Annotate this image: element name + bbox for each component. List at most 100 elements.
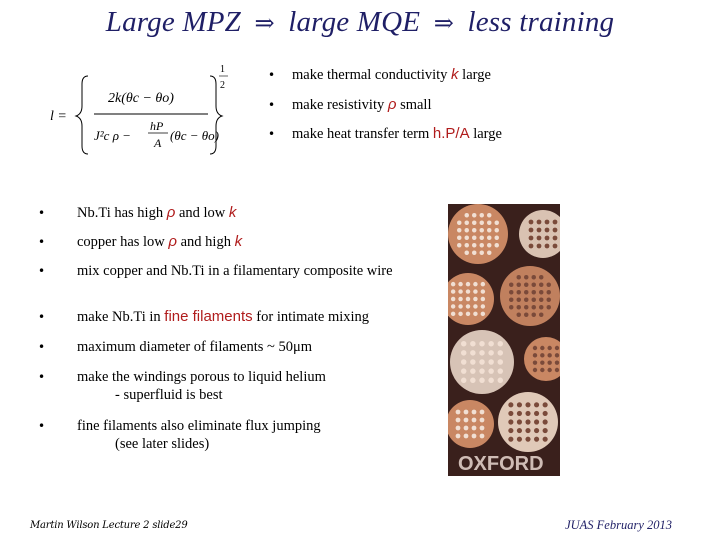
filament [455, 417, 461, 423]
filament [472, 243, 477, 248]
filament [494, 235, 499, 240]
filament [524, 312, 529, 317]
filament [508, 410, 514, 416]
formula-a: A [153, 136, 162, 150]
filament [450, 281, 456, 287]
filament [450, 304, 456, 309]
filament [536, 235, 542, 241]
filament [525, 436, 531, 442]
filament [554, 353, 560, 358]
bullet-flux-jumping: fine filaments also eliminate flux jumpi… [38, 417, 438, 457]
filament [471, 417, 477, 423]
filament [487, 213, 492, 218]
filament [458, 281, 463, 287]
filament [540, 345, 545, 351]
filament [539, 305, 544, 310]
filament [528, 227, 534, 233]
filament [546, 282, 551, 287]
filament [465, 281, 471, 287]
filament [460, 350, 467, 356]
filament [480, 304, 486, 309]
filament [471, 425, 477, 431]
filament [494, 228, 499, 233]
filament [479, 368, 485, 374]
filament [479, 433, 485, 439]
filament [542, 410, 548, 416]
filament [473, 304, 478, 309]
filament [516, 410, 522, 416]
filament [479, 250, 484, 255]
filament [458, 311, 463, 317]
filament [470, 350, 476, 356]
filament [479, 235, 484, 240]
bullet-diameter: maximum diameter of filaments ~ 50μm [38, 338, 438, 368]
filament [488, 368, 494, 374]
filament [552, 227, 558, 233]
filament [463, 425, 469, 431]
filament [532, 353, 538, 358]
filament [450, 296, 456, 302]
filament [457, 228, 462, 233]
filament [460, 340, 467, 347]
filament [540, 367, 545, 373]
filament [458, 289, 463, 294]
filament [450, 289, 456, 294]
top-bullet-heat-transfer: make heat transfer term h.P/A large [268, 125, 698, 155]
filament [464, 228, 469, 233]
filament [516, 297, 521, 302]
title-part3: less training [467, 6, 615, 38]
main-bullet-list: Nb.Ti has high ρ and low k copper has lo… [38, 204, 438, 457]
footer-author: Martin Wilson Lecture 2 slide29 [30, 520, 188, 531]
filament [509, 282, 514, 287]
filament [531, 275, 536, 280]
filament [497, 359, 504, 365]
filament [534, 436, 540, 442]
filament [528, 219, 534, 225]
filament [525, 419, 531, 425]
top-bullet-resistivity: make resistivity ρ small [268, 96, 698, 126]
filament [497, 368, 504, 374]
title-part2: large MQE [288, 6, 421, 38]
formula-lhs: l = [50, 109, 67, 124]
filament [544, 235, 550, 241]
filament [470, 368, 476, 374]
oxford-logo: OXFORD [458, 453, 544, 475]
filament [546, 297, 551, 302]
filament [525, 410, 531, 416]
filament [487, 243, 492, 248]
filament [525, 428, 531, 434]
filament [473, 281, 478, 287]
filament [508, 419, 514, 425]
fine-filaments-highlight: fine filaments [164, 308, 253, 325]
filament [465, 296, 471, 302]
filament [497, 377, 504, 384]
filament [480, 296, 486, 302]
slide-title: Large MPZ ⇒ large MQE ⇒ less training [0, 6, 720, 39]
filament [547, 367, 552, 373]
formula-denominator-b: (θc − θo) [170, 128, 219, 143]
filament [534, 402, 540, 408]
filament [544, 219, 550, 225]
filament [532, 360, 538, 365]
filament [554, 360, 560, 365]
top-bullet-conductivity: make thermal conductivity k large [268, 66, 698, 96]
filament [546, 290, 551, 295]
filament [494, 220, 499, 225]
filament [524, 275, 529, 280]
filament [542, 419, 548, 425]
filament [516, 275, 521, 280]
filament [508, 428, 514, 434]
filament [516, 419, 522, 425]
filament [457, 243, 462, 248]
bullet-copper: copper has low ρ and high k [38, 233, 438, 262]
filament [463, 433, 469, 439]
filament [464, 243, 469, 248]
filament [464, 213, 469, 218]
filament [516, 436, 522, 442]
filament [539, 290, 544, 295]
filament [528, 235, 534, 241]
filament [532, 367, 538, 373]
filament [547, 353, 552, 358]
bullet-porous: make the windings porous to liquid heliu… [38, 368, 438, 417]
filament [471, 433, 477, 439]
